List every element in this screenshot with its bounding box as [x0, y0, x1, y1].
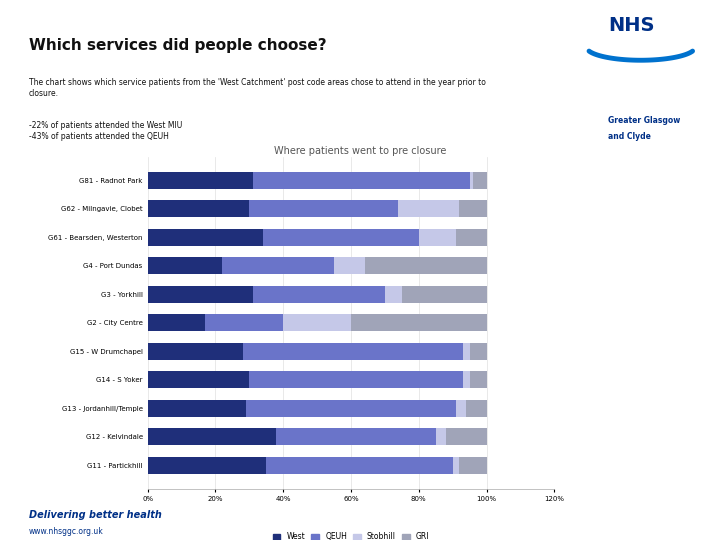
- Bar: [249, 371, 463, 388]
- Bar: [246, 400, 456, 417]
- Bar: [222, 257, 334, 274]
- Bar: [469, 172, 473, 189]
- Bar: [467, 400, 487, 417]
- Bar: [205, 314, 283, 331]
- Bar: [469, 371, 487, 388]
- Bar: [459, 200, 487, 217]
- Bar: [243, 342, 463, 360]
- Bar: [148, 200, 249, 217]
- Bar: [249, 200, 398, 217]
- Bar: [148, 371, 249, 388]
- Bar: [253, 172, 469, 189]
- Bar: [276, 428, 436, 445]
- Bar: [148, 342, 243, 360]
- Bar: [266, 456, 453, 474]
- Bar: [398, 200, 459, 217]
- Bar: [453, 456, 459, 474]
- Bar: [473, 172, 487, 189]
- Bar: [463, 342, 469, 360]
- Bar: [148, 286, 253, 303]
- Bar: [148, 400, 246, 417]
- Text: and Clyde: and Clyde: [608, 132, 652, 141]
- Bar: [148, 228, 263, 246]
- Legend: West, QEUH, Stobhill, GRI: West, QEUH, Stobhill, GRI: [273, 532, 429, 540]
- Bar: [334, 257, 364, 274]
- Bar: [456, 400, 467, 417]
- Text: -22% of patients attended the West MIU: -22% of patients attended the West MIU: [29, 122, 182, 131]
- Bar: [148, 257, 222, 274]
- Bar: [148, 172, 253, 189]
- Bar: [436, 428, 446, 445]
- Bar: [148, 456, 266, 474]
- Text: www.nhsggc.org.uk: www.nhsggc.org.uk: [29, 526, 104, 536]
- Text: -43% of patients attended the QEUH: -43% of patients attended the QEUH: [29, 132, 168, 141]
- Bar: [446, 428, 487, 445]
- Bar: [148, 314, 205, 331]
- Bar: [364, 257, 487, 274]
- Bar: [456, 228, 487, 246]
- Text: Delivering better health: Delivering better health: [29, 510, 162, 521]
- Bar: [351, 314, 487, 331]
- Bar: [385, 286, 402, 303]
- Text: The chart shows which service patients from the 'West Catchment' post code areas: The chart shows which service patients f…: [29, 78, 486, 98]
- Bar: [402, 286, 487, 303]
- Bar: [469, 342, 487, 360]
- Bar: [263, 228, 419, 246]
- Bar: [148, 428, 276, 445]
- Bar: [283, 314, 351, 331]
- Bar: [419, 228, 456, 246]
- Text: Where patients went to pre closure: Where patients went to pre closure: [274, 146, 446, 156]
- Bar: [253, 286, 385, 303]
- Text: Which services did people choose?: Which services did people choose?: [29, 38, 326, 53]
- Bar: [463, 371, 469, 388]
- Text: Greater Glasgow: Greater Glasgow: [608, 116, 680, 125]
- Text: NHS: NHS: [608, 16, 655, 35]
- Bar: [459, 456, 487, 474]
